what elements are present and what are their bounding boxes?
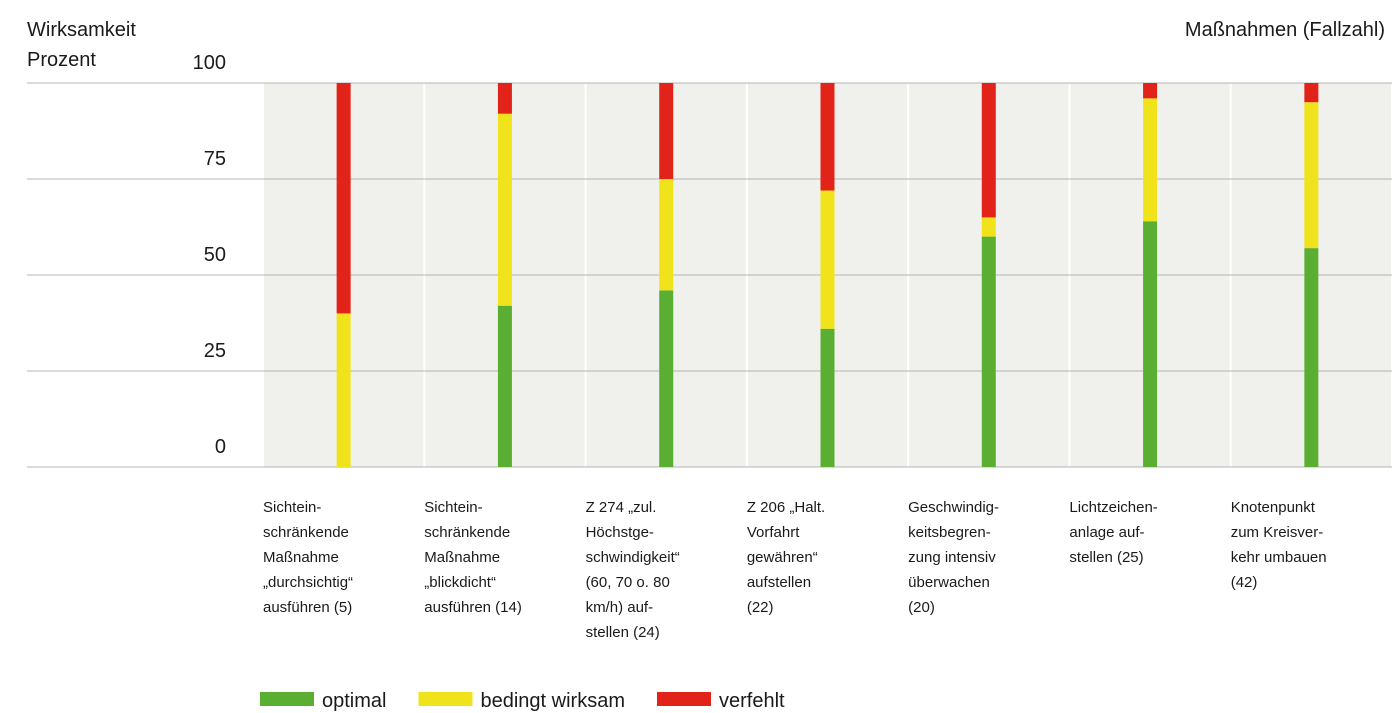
bar-segment bbox=[1304, 248, 1319, 467]
bar-segment bbox=[820, 190, 835, 329]
legend-label: verfehlt bbox=[719, 690, 785, 712]
bar-segment bbox=[981, 236, 996, 467]
bar-segment bbox=[1143, 98, 1158, 222]
bar-segment bbox=[497, 113, 512, 306]
bar-segment bbox=[497, 83, 512, 114]
bar-segment bbox=[336, 83, 351, 314]
legend-swatch bbox=[657, 692, 711, 706]
bar-segment bbox=[659, 179, 674, 291]
x-tick-label: Z 206 „Halt. Vorfahrt gewähren“ aufstellen(… bbox=[747, 499, 825, 616]
bar-segment bbox=[1143, 221, 1158, 467]
chart-title: Wirksamkeit bbox=[27, 19, 136, 41]
bar-segment bbox=[1304, 102, 1319, 249]
bar-segment bbox=[820, 83, 835, 191]
y-tick-label: 0 bbox=[215, 436, 226, 458]
bar-segment bbox=[820, 328, 835, 467]
x-tick-label: Knotenpunkt zum Kreisver-kehr umbauen (42) bbox=[1231, 499, 1327, 591]
bar-segment bbox=[981, 217, 996, 237]
x-tick-label: Z 274 „zul. Höchstge-schwindigkeit“ (60, 7… bbox=[586, 499, 680, 641]
bar-segment bbox=[336, 313, 351, 467]
bar-segment bbox=[659, 83, 674, 179]
y-axis-label: Prozent bbox=[27, 49, 96, 71]
legend-label: optimal bbox=[322, 690, 386, 712]
y-tick-label: 100 bbox=[193, 52, 226, 74]
x-tick-label: Lichtzeichen-anlage auf-stellen (25) bbox=[1069, 499, 1157, 566]
x-axis-label: Maßnahmen (Fallzahl) bbox=[1185, 19, 1385, 41]
legend-swatch bbox=[418, 692, 473, 706]
y-tick-label: 75 bbox=[204, 148, 226, 170]
x-tick-label: Geschwindig-keitsbegren-zung intensiv übe… bbox=[908, 499, 999, 616]
bar-segment bbox=[981, 83, 996, 218]
bar-segment bbox=[497, 305, 512, 467]
bar-segment bbox=[1304, 83, 1319, 103]
x-tick-label: Sichtein-schränkende Maßnahme „durchsichti… bbox=[263, 499, 353, 616]
bar-segment bbox=[659, 290, 674, 467]
y-tick-label: 50 bbox=[204, 244, 226, 266]
legend-label: bedingt wirksam bbox=[480, 690, 625, 712]
y-tick-label: 25 bbox=[204, 340, 226, 362]
x-tick-label: Sichtein-schränkende Maßnahme „blickdicht“… bbox=[424, 499, 522, 616]
legend-swatch bbox=[260, 692, 314, 706]
bar-segment bbox=[1143, 83, 1158, 99]
